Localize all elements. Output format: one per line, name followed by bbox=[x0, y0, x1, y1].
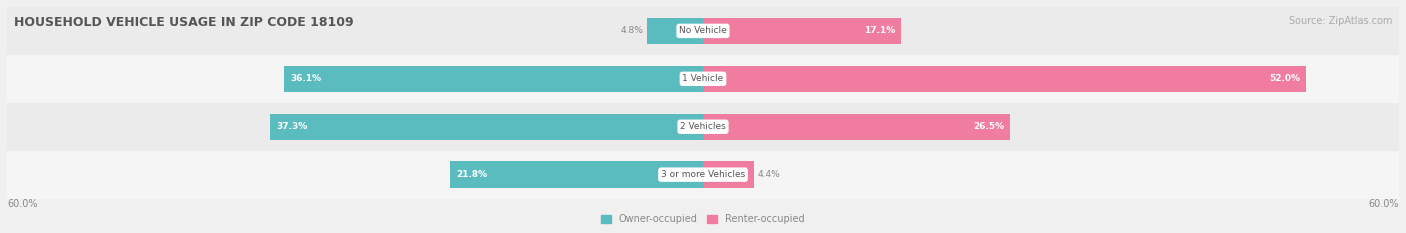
Text: HOUSEHOLD VEHICLE USAGE IN ZIP CODE 18109: HOUSEHOLD VEHICLE USAGE IN ZIP CODE 1810… bbox=[14, 16, 354, 29]
Bar bbox=[7, 151, 1399, 199]
Text: 4.4%: 4.4% bbox=[758, 170, 780, 179]
Text: 17.1%: 17.1% bbox=[865, 26, 896, 35]
Bar bbox=[7, 103, 1399, 151]
Text: 21.8%: 21.8% bbox=[456, 170, 486, 179]
Text: 1 Vehicle: 1 Vehicle bbox=[682, 74, 724, 83]
Bar bbox=[284, 66, 703, 92]
Text: Source: ZipAtlas.com: Source: ZipAtlas.com bbox=[1288, 16, 1392, 26]
Text: 4.8%: 4.8% bbox=[621, 26, 644, 35]
Text: 36.1%: 36.1% bbox=[290, 74, 321, 83]
Bar bbox=[7, 55, 1399, 103]
Bar bbox=[703, 18, 901, 44]
Text: 60.0%: 60.0% bbox=[7, 199, 38, 209]
Legend: Owner-occupied, Renter-occupied: Owner-occupied, Renter-occupied bbox=[598, 210, 808, 228]
Text: 52.0%: 52.0% bbox=[1270, 74, 1301, 83]
Bar bbox=[450, 161, 703, 188]
Bar bbox=[270, 113, 703, 140]
Bar bbox=[647, 18, 703, 44]
Text: 60.0%: 60.0% bbox=[1368, 199, 1399, 209]
Bar bbox=[703, 161, 754, 188]
Text: No Vehicle: No Vehicle bbox=[679, 26, 727, 35]
Bar bbox=[703, 66, 1306, 92]
Text: 26.5%: 26.5% bbox=[973, 122, 1005, 131]
Text: 37.3%: 37.3% bbox=[276, 122, 308, 131]
Text: 2 Vehicles: 2 Vehicles bbox=[681, 122, 725, 131]
Bar bbox=[703, 113, 1011, 140]
Bar bbox=[7, 7, 1399, 55]
Text: 3 or more Vehicles: 3 or more Vehicles bbox=[661, 170, 745, 179]
